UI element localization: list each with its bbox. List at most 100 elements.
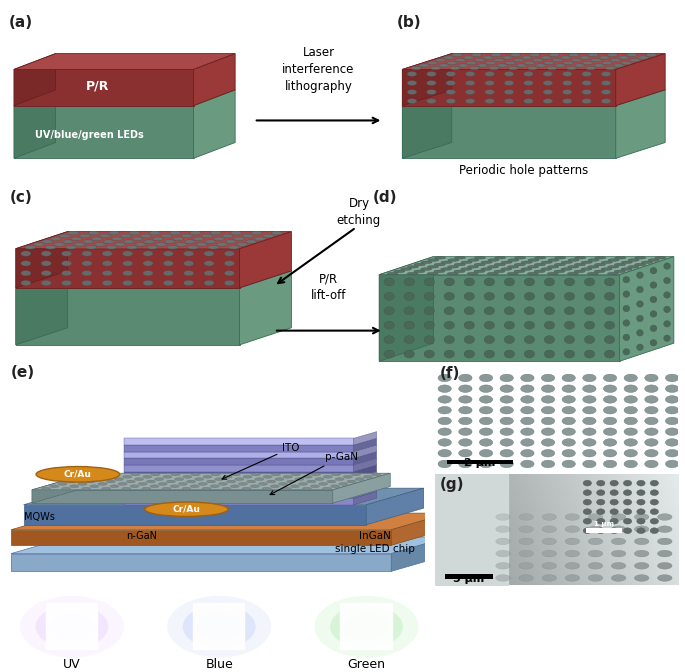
Ellipse shape	[49, 613, 95, 640]
Ellipse shape	[571, 58, 582, 62]
Ellipse shape	[193, 237, 204, 241]
Ellipse shape	[224, 251, 234, 256]
Ellipse shape	[583, 439, 596, 446]
Ellipse shape	[183, 475, 192, 478]
Ellipse shape	[142, 475, 152, 478]
Ellipse shape	[188, 245, 199, 249]
Ellipse shape	[202, 487, 211, 490]
Ellipse shape	[191, 473, 200, 476]
Polygon shape	[353, 438, 377, 452]
Ellipse shape	[444, 56, 454, 59]
Ellipse shape	[564, 278, 575, 286]
Ellipse shape	[36, 605, 108, 648]
Ellipse shape	[542, 513, 556, 520]
Ellipse shape	[494, 58, 504, 62]
Ellipse shape	[461, 261, 472, 263]
Ellipse shape	[519, 513, 534, 520]
Ellipse shape	[436, 58, 446, 62]
Ellipse shape	[521, 428, 534, 435]
Ellipse shape	[150, 485, 159, 488]
Ellipse shape	[588, 272, 599, 275]
Polygon shape	[391, 513, 449, 545]
Ellipse shape	[562, 450, 575, 457]
Ellipse shape	[601, 71, 611, 77]
Ellipse shape	[315, 478, 324, 480]
Ellipse shape	[541, 439, 555, 446]
Polygon shape	[240, 271, 291, 345]
Ellipse shape	[544, 61, 554, 65]
Ellipse shape	[562, 89, 572, 95]
Ellipse shape	[665, 407, 679, 414]
Ellipse shape	[665, 428, 679, 435]
Ellipse shape	[464, 292, 475, 300]
Polygon shape	[14, 54, 235, 69]
Ellipse shape	[126, 245, 138, 249]
Ellipse shape	[245, 240, 257, 243]
Ellipse shape	[438, 428, 451, 435]
Ellipse shape	[201, 234, 213, 238]
Ellipse shape	[664, 321, 671, 327]
Ellipse shape	[664, 292, 671, 298]
Ellipse shape	[447, 272, 458, 275]
Ellipse shape	[542, 550, 556, 557]
Ellipse shape	[545, 292, 555, 300]
Ellipse shape	[474, 263, 485, 266]
Ellipse shape	[562, 99, 572, 103]
Ellipse shape	[254, 237, 265, 241]
Ellipse shape	[541, 385, 555, 392]
Ellipse shape	[561, 261, 572, 263]
Ellipse shape	[190, 485, 199, 488]
Ellipse shape	[446, 71, 456, 77]
Ellipse shape	[495, 257, 506, 259]
Polygon shape	[23, 488, 423, 505]
Ellipse shape	[323, 487, 332, 490]
Ellipse shape	[658, 513, 672, 520]
Ellipse shape	[655, 257, 666, 259]
Ellipse shape	[343, 613, 390, 640]
Ellipse shape	[603, 450, 616, 457]
Ellipse shape	[75, 478, 84, 480]
Text: (i): (i)	[160, 591, 175, 604]
Ellipse shape	[183, 605, 256, 648]
Ellipse shape	[605, 67, 616, 70]
Ellipse shape	[504, 335, 514, 343]
Ellipse shape	[424, 335, 434, 343]
Ellipse shape	[547, 265, 559, 268]
Ellipse shape	[98, 482, 107, 485]
Ellipse shape	[521, 56, 532, 59]
Ellipse shape	[312, 473, 321, 476]
Ellipse shape	[164, 240, 175, 243]
Ellipse shape	[634, 513, 649, 520]
Ellipse shape	[438, 439, 451, 446]
Ellipse shape	[204, 251, 214, 256]
Ellipse shape	[634, 550, 649, 557]
Ellipse shape	[474, 58, 485, 62]
Ellipse shape	[504, 321, 514, 329]
Ellipse shape	[665, 460, 679, 468]
Ellipse shape	[496, 562, 510, 569]
Text: ITO: ITO	[222, 443, 300, 479]
Ellipse shape	[564, 307, 575, 314]
Ellipse shape	[485, 99, 495, 103]
Ellipse shape	[471, 53, 482, 56]
Ellipse shape	[438, 450, 451, 457]
Ellipse shape	[638, 56, 649, 59]
Ellipse shape	[624, 460, 638, 468]
Ellipse shape	[621, 61, 632, 65]
Ellipse shape	[219, 482, 227, 485]
Ellipse shape	[636, 301, 643, 307]
Ellipse shape	[634, 538, 649, 545]
Ellipse shape	[41, 251, 51, 256]
Polygon shape	[402, 54, 451, 106]
Ellipse shape	[163, 271, 173, 276]
Ellipse shape	[275, 478, 284, 480]
Ellipse shape	[424, 321, 434, 329]
Ellipse shape	[86, 245, 97, 249]
Ellipse shape	[242, 234, 253, 238]
Polygon shape	[16, 288, 240, 345]
Ellipse shape	[152, 237, 164, 241]
Ellipse shape	[210, 485, 219, 488]
Ellipse shape	[545, 350, 555, 358]
Polygon shape	[353, 452, 377, 465]
Ellipse shape	[562, 417, 575, 425]
